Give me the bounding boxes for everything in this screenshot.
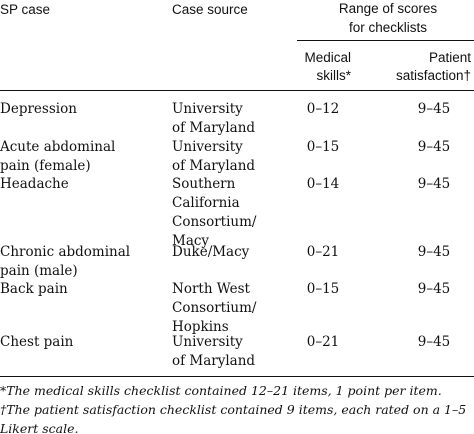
header-rule xyxy=(0,90,474,91)
sp-case: Depression xyxy=(0,101,77,117)
patient-range: 9–45 xyxy=(417,334,451,350)
header-group: Range of scores xyxy=(338,1,438,16)
case-source: Southern xyxy=(172,176,236,192)
case-source: California xyxy=(172,195,240,211)
header-cell: SP case xyxy=(0,2,51,17)
case-source: of Maryland xyxy=(172,158,256,174)
header-cell: Case source xyxy=(172,2,248,17)
case-source: Duke/Macy xyxy=(172,244,250,260)
medical-range: 0–21 xyxy=(306,244,340,260)
footnote: †The patient satisfaction checklist cont… xyxy=(0,402,467,417)
case-source: Hopkins xyxy=(172,319,229,335)
header-cell: satisfaction† xyxy=(395,68,471,83)
case-source: University xyxy=(172,334,243,350)
sp-case: pain (female) xyxy=(0,158,91,174)
case-source: Consortium/ xyxy=(172,300,257,316)
sp-case: Acute abdominal xyxy=(0,139,116,155)
medical-range: 0–14 xyxy=(306,176,340,192)
header-cell: Medical xyxy=(304,50,351,65)
case-source: of Maryland xyxy=(172,353,256,369)
footnote: Likert scale. xyxy=(0,421,79,434)
case-source: Consortium/ xyxy=(172,214,257,230)
patient-range: 9–45 xyxy=(417,176,451,192)
sp-case: Chest pain xyxy=(0,334,74,350)
sp-case: Back pain xyxy=(0,281,68,297)
header-cell: Patient xyxy=(428,50,471,65)
medical-range: 0–21 xyxy=(306,334,340,350)
medical-range: 0–15 xyxy=(306,139,340,155)
patient-range: 9–45 xyxy=(417,281,451,297)
footnote: *The medical skills checklist contained … xyxy=(0,383,442,398)
sp-case: pain (male) xyxy=(0,263,78,279)
patient-range: 9–45 xyxy=(417,101,451,117)
case-source: of Maryland xyxy=(172,120,256,136)
sp-case: Chronic abdominal xyxy=(0,244,131,260)
case-source: North West xyxy=(172,281,250,297)
patient-range: 9–45 xyxy=(417,244,451,260)
group-rule xyxy=(297,40,474,41)
case-source: Macy xyxy=(172,233,210,249)
sp-case: Headache xyxy=(0,176,69,192)
medical-range: 0–15 xyxy=(306,281,340,297)
case-source: University xyxy=(172,139,243,155)
medical-range: 0–12 xyxy=(306,101,340,117)
header-group: for checklists xyxy=(348,20,428,35)
case-source: University xyxy=(172,101,243,117)
patient-range: 9–45 xyxy=(417,139,451,155)
header-cell: skills* xyxy=(316,68,351,83)
table-bottom-rule xyxy=(0,376,474,377)
